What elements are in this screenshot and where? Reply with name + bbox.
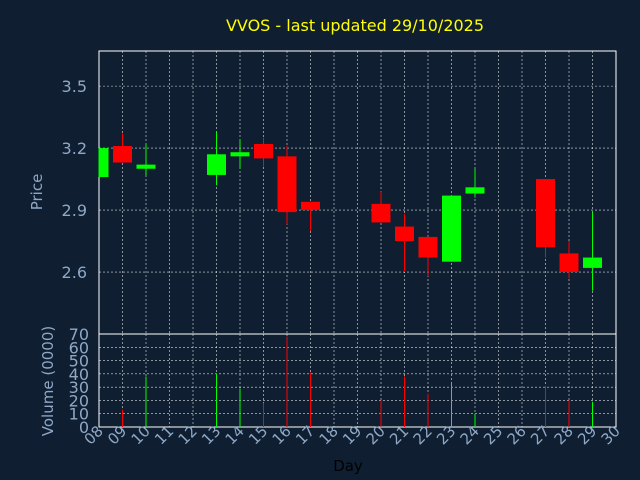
- candle-body: [395, 226, 414, 242]
- volume-tick-label: 50: [69, 352, 89, 371]
- candle-body: [113, 146, 132, 163]
- candle-body: [442, 195, 461, 262]
- day-ticks: 0809101112131415161718192021222324252627…: [81, 422, 624, 448]
- price-tick-label: 2.9: [62, 201, 87, 220]
- price-axis-label: Price: [28, 174, 46, 211]
- volume-tick-label: 0: [79, 418, 89, 437]
- volume-tick-label: 40: [69, 365, 89, 384]
- candle-body: [559, 253, 579, 273]
- candle-body: [207, 154, 226, 175]
- candle-body: [254, 143, 273, 159]
- price-tick-label: 3.5: [62, 77, 87, 96]
- volume-tick-label: 60: [69, 338, 89, 357]
- volume-axis-label: Volume (0000): [39, 326, 57, 436]
- volume-tick-label: 20: [69, 391, 89, 410]
- price-ticks: 2.6 2.9 3.2 3.5: [62, 77, 87, 282]
- candle-body: [536, 179, 555, 248]
- candle-body: [136, 164, 156, 169]
- volume-tick-label: 70: [69, 325, 89, 344]
- candle-body: [277, 156, 297, 213]
- volume-tick-label: 30: [69, 378, 89, 397]
- candle-body: [230, 152, 250, 157]
- candle-body: [99, 148, 109, 178]
- candles-group: [98, 131, 602, 291]
- price-tick-label: 2.6: [62, 263, 87, 282]
- candle-body: [371, 203, 391, 223]
- chart-title: VVOS - last updated 29/10/2025: [226, 16, 484, 35]
- candle-body: [418, 236, 438, 258]
- volume-bars-group: [122, 336, 593, 427]
- candle-body: [583, 257, 602, 268]
- price-tick-label: 3.2: [62, 139, 87, 158]
- volume-tick-label: 10: [69, 405, 89, 424]
- candle-body: [465, 187, 485, 194]
- x-axis-label: Day: [333, 457, 363, 475]
- candle-body: [301, 201, 320, 211]
